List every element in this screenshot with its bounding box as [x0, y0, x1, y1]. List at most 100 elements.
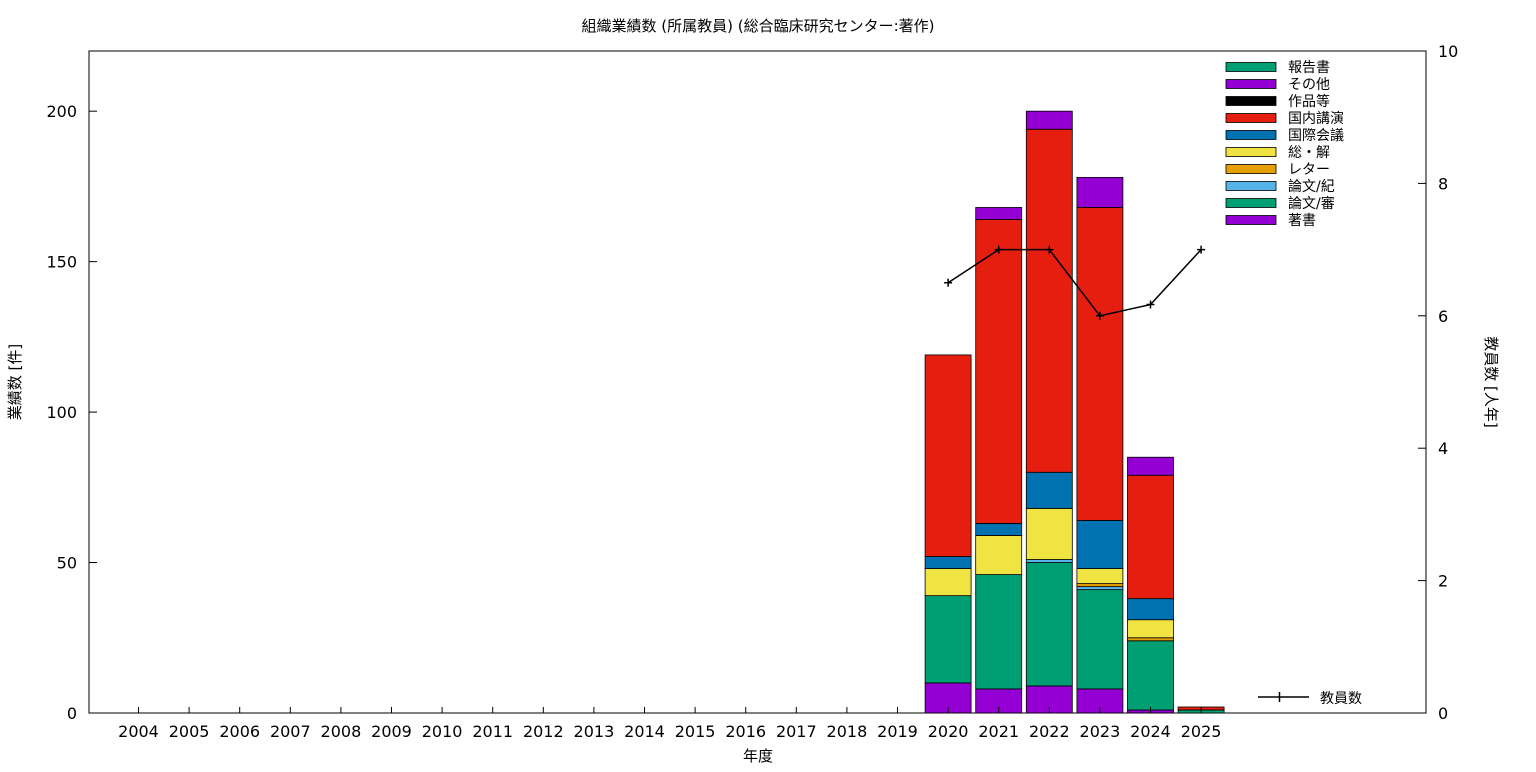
x-tick-label: 2017: [776, 722, 817, 741]
y2-tick-label: 0: [1438, 704, 1448, 723]
legend-label: 著書: [1288, 213, 1316, 229]
legend-label: レター: [1288, 162, 1330, 178]
bar-segment: [1127, 637, 1174, 642]
x-axis-label: 年度: [743, 747, 773, 765]
bar-segment: [1025, 507, 1073, 560]
legend-label: 論文/審: [1288, 196, 1335, 212]
x-tick-label: 2021: [978, 722, 1019, 741]
bar-segment: [1076, 586, 1124, 591]
y-tick-label: 0: [67, 704, 77, 723]
legend-label: 報告書: [1288, 60, 1330, 76]
bar-segment: [1127, 640, 1174, 711]
bar-segment: [975, 574, 1023, 690]
x-tick-label: 2011: [472, 722, 513, 741]
x-tick-label: 2004: [118, 722, 159, 741]
bar-segment: [1076, 520, 1124, 569]
x-tick-label: 2014: [624, 722, 665, 741]
legend-swatch: [1225, 147, 1277, 157]
x-tick-label: 2020: [928, 722, 969, 741]
y-tick-label: 100: [46, 403, 77, 422]
y2-axis-label: 教員数 [人年]: [1482, 336, 1500, 427]
legend-swatch: [1225, 96, 1277, 106]
bar-segment: [1025, 562, 1073, 687]
bar-segment: [924, 595, 972, 684]
bar-segment: [924, 354, 972, 557]
y2-tick-label: 2: [1438, 572, 1448, 591]
line-point-marker: [1045, 245, 1054, 254]
plot-frame: [88, 50, 1427, 714]
y-axis-label: 業績数 [件]: [6, 344, 24, 420]
bar-segment: [975, 207, 1023, 220]
bar-segment: [1076, 568, 1124, 585]
line-point-marker: [1095, 311, 1104, 320]
legend-label: その他: [1288, 77, 1330, 93]
bar-segment: [1076, 207, 1124, 521]
bar-segment: [975, 535, 1023, 575]
bar-segment: [924, 556, 972, 569]
axes-layer: 0 50 100 150 200 0 2 4 6 8 10 2004 2005 2006 2007 2008 2…: [46, 42, 1458, 741]
y2-tick-label: 4: [1438, 439, 1448, 458]
legend-swatch: [1225, 181, 1277, 191]
x-tick-label: 2007: [270, 722, 311, 741]
x-tick-label: 2008: [321, 722, 362, 741]
legend-label: 論文/紀: [1288, 179, 1335, 195]
legend-swatch: [1225, 79, 1277, 89]
y2-tick-label: 10: [1438, 42, 1458, 61]
x-tick-label: 2005: [169, 722, 210, 741]
bar-segment: [1025, 110, 1073, 130]
legend-label: 総・解: [1288, 145, 1330, 161]
chart-title: 組織業績数 (所属教員) (総合臨床研究センター:著作): [581, 17, 934, 35]
x-tick-label: 2016: [725, 722, 766, 741]
bars-layer: [924, 110, 1225, 714]
line-series-faculty: [947, 248, 1202, 317]
legend-label: 教員数: [1320, 691, 1362, 707]
legend-swatch: [1225, 198, 1277, 208]
x-tick-label: 2012: [523, 722, 564, 741]
x-tick-label: 2023: [1080, 722, 1121, 741]
x-tick-label: 2015: [675, 722, 716, 741]
bar-segment: [1076, 176, 1124, 208]
bar-segment: [1076, 583, 1124, 588]
x-tick-label: 2024: [1130, 722, 1171, 741]
bar-segment: [975, 523, 1023, 536]
x-tick-label: 2010: [422, 722, 463, 741]
x-tick-label: 2006: [219, 722, 260, 741]
bar-segment: [1025, 559, 1073, 563]
legend-swatch: [1225, 113, 1277, 123]
y-tick-label: 150: [46, 253, 77, 272]
bar-segment: [1025, 471, 1073, 509]
x-tick-label: 2013: [574, 722, 615, 741]
bar-segment: [1025, 128, 1073, 473]
legend-swatch: [1225, 130, 1277, 140]
line-point-marker: [944, 278, 953, 287]
x-tick-label: 2019: [877, 722, 918, 741]
legend-swatch: [1225, 62, 1277, 72]
x-tick-label: 2018: [827, 722, 868, 741]
bar-segment: [1127, 598, 1174, 621]
legend-label: 作品等: [1288, 93, 1330, 110]
y-tick-label: 50: [57, 554, 77, 573]
x-tick-label: 2025: [1181, 722, 1222, 741]
bar-segment: [1076, 589, 1124, 690]
bar-segment: [1127, 619, 1174, 639]
legend-label: 国内講演: [1288, 111, 1344, 127]
legend-swatch: [1225, 215, 1277, 225]
bar-segment: [1127, 474, 1174, 600]
line-layer: [944, 245, 1206, 320]
y2-tick-label: 6: [1438, 307, 1448, 326]
x-tick-label: 2009: [371, 722, 412, 741]
line-point-marker: [1146, 300, 1155, 309]
bar-segment: [1127, 456, 1174, 476]
legend-swatch: [1225, 164, 1277, 174]
y2-tick-label: 8: [1438, 174, 1448, 193]
bar-segment: [975, 219, 1023, 524]
line-point-marker: [994, 245, 1003, 254]
bar-segment: [924, 568, 972, 597]
legend-label: 国際会議: [1288, 127, 1344, 144]
line-point-marker: [1197, 245, 1206, 254]
y-tick-label: 200: [46, 102, 77, 121]
x-tick-label: 2022: [1029, 722, 1070, 741]
